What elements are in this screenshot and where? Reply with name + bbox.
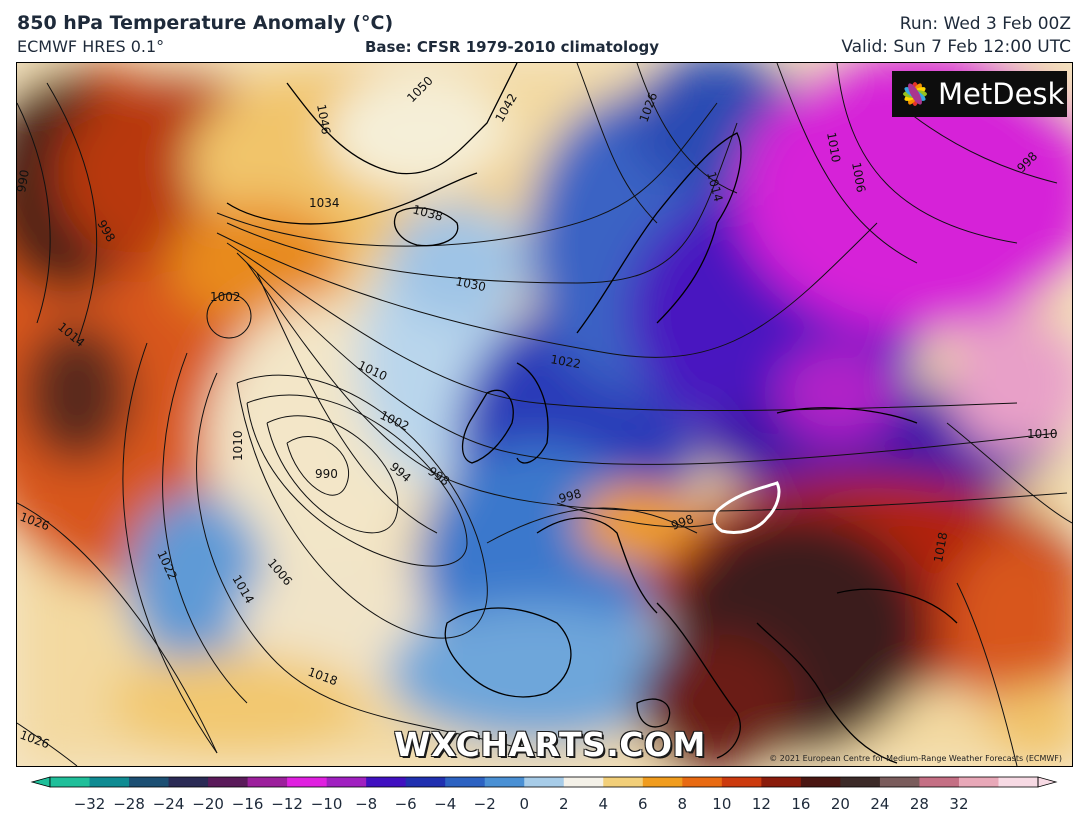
colorbar-segment — [89, 777, 130, 787]
colorbar-tick-label: −6 — [394, 795, 417, 813]
isobar-label: 1046 — [314, 103, 333, 136]
isobar-label: 998 — [557, 486, 583, 505]
colorbar-segment — [129, 777, 170, 787]
colorbar-segment — [563, 777, 604, 787]
wxcharts-watermark: WXCHARTS.COM — [394, 725, 706, 764]
anomaly-field — [17, 63, 1072, 766]
colorbar-tick-label: 0 — [519, 795, 530, 813]
colorbar-segment — [247, 777, 288, 787]
colorbar-segment — [800, 777, 841, 787]
hungary-outline — [712, 481, 781, 534]
isobar-label: 1006 — [849, 161, 868, 194]
valid-time: Valid: Sun 7 Feb 12:00 UTC — [841, 37, 1071, 57]
colorbar-tick-label: 20 — [830, 795, 850, 813]
metdesk-logo-text: MetDesk — [938, 77, 1065, 111]
colorbar-segment — [998, 777, 1039, 787]
colorbar-tick-label: 10 — [712, 795, 732, 813]
model-name: ECMWF HRES 0.1° — [17, 37, 165, 56]
ecmwf-credit: © 2021 European Centre for Medium-Range … — [769, 754, 1062, 763]
colorbar-tick-label: −10 — [310, 795, 343, 813]
colorbar-tick-label: −16 — [231, 795, 264, 813]
colorbar-segment — [682, 777, 723, 787]
colorbar-segment — [721, 777, 762, 787]
colorbar-segment — [326, 777, 367, 787]
colorbar-segment — [405, 777, 446, 787]
colorbar-tick-label: 24 — [870, 795, 890, 813]
colorbar-segment — [50, 777, 91, 787]
isobar-contours — [17, 63, 1072, 766]
climatology-base: Base: CFSR 1979-2010 climatology — [365, 38, 660, 56]
colorbar-segment — [484, 777, 525, 787]
colorbar-tick-label: 8 — [677, 795, 688, 813]
colorbar-segment — [287, 777, 328, 787]
isobar-label: 990 — [315, 467, 338, 481]
colorbar-tick-label: 6 — [638, 795, 648, 813]
run-time: Run: Wed 3 Feb 00Z — [899, 14, 1071, 34]
colorbar-segment — [919, 777, 960, 787]
metdesk-logo: MetDesk — [892, 71, 1067, 117]
colorbar-segment — [761, 777, 802, 787]
colorbar: −32 −28 −24 −20 −16 −12 −10 −8 −6 −4 −2 0 2 4 6 8 10 12 16… — [30, 775, 1058, 831]
isobar-label: 1030 — [454, 274, 487, 294]
chart-title: 850 hPa Temperature Anomaly (°C) — [17, 12, 394, 34]
colorbar-segment — [603, 777, 644, 787]
isobar-label: 1034 — [309, 196, 340, 210]
colorbar-min-arrow — [30, 776, 51, 788]
colorbar-tick-label: 32 — [949, 795, 969, 813]
colorbar-strip — [30, 776, 1058, 788]
isobar-label: 1010 — [231, 430, 245, 461]
colorbar-tick-label: 28 — [909, 795, 929, 813]
colorbar-tick-label: 2 — [558, 795, 569, 813]
colorbar-tick-label: −24 — [152, 795, 185, 813]
metdesk-flower-icon — [903, 82, 927, 106]
colorbar-tick-label: 4 — [598, 795, 609, 813]
isobar-label: 1010 — [824, 131, 843, 164]
colorbar-segment — [168, 777, 209, 787]
colorbar-segment — [445, 777, 486, 787]
colorbar-segment — [366, 777, 407, 787]
isobar-label: 1022 — [549, 352, 582, 371]
colorbar-tick-label: −2 — [473, 795, 496, 813]
isobar-label: 1010 — [1027, 427, 1058, 441]
anomaly-map: 1046 1050 1042 1034 1038 1030 1026 1022 … — [16, 62, 1073, 767]
colorbar-segment — [958, 777, 999, 787]
colorbar-segment — [208, 777, 249, 787]
colorbar-tick-label: −8 — [355, 795, 378, 813]
colorbar-tick-label: −32 — [73, 795, 106, 813]
colorbar-tick-label: 16 — [791, 795, 811, 813]
colorbar-tick-label: −12 — [271, 795, 303, 813]
isobar-label: 990 — [17, 169, 32, 194]
map-canvas: 1046 1050 1042 1034 1038 1030 1026 1022 … — [17, 63, 1072, 766]
colorbar-tick-label: −4 — [434, 795, 457, 813]
colorbar-tick-label: 12 — [751, 795, 771, 813]
isobar-label: 1002 — [210, 290, 241, 304]
isobar-label: 1018 — [931, 531, 950, 564]
colorbar-tick-label: −20 — [192, 795, 224, 813]
colorbar-segment — [840, 777, 881, 787]
colorbar-segment — [879, 777, 920, 787]
coastlines — [226, 63, 958, 764]
colorbar-outline — [49, 776, 1039, 788]
colorbar-tick-label: −28 — [113, 795, 145, 813]
colorbar-segment — [642, 777, 683, 787]
colorbar-segment — [524, 777, 565, 787]
colorbar-max-arrow — [1037, 776, 1058, 788]
